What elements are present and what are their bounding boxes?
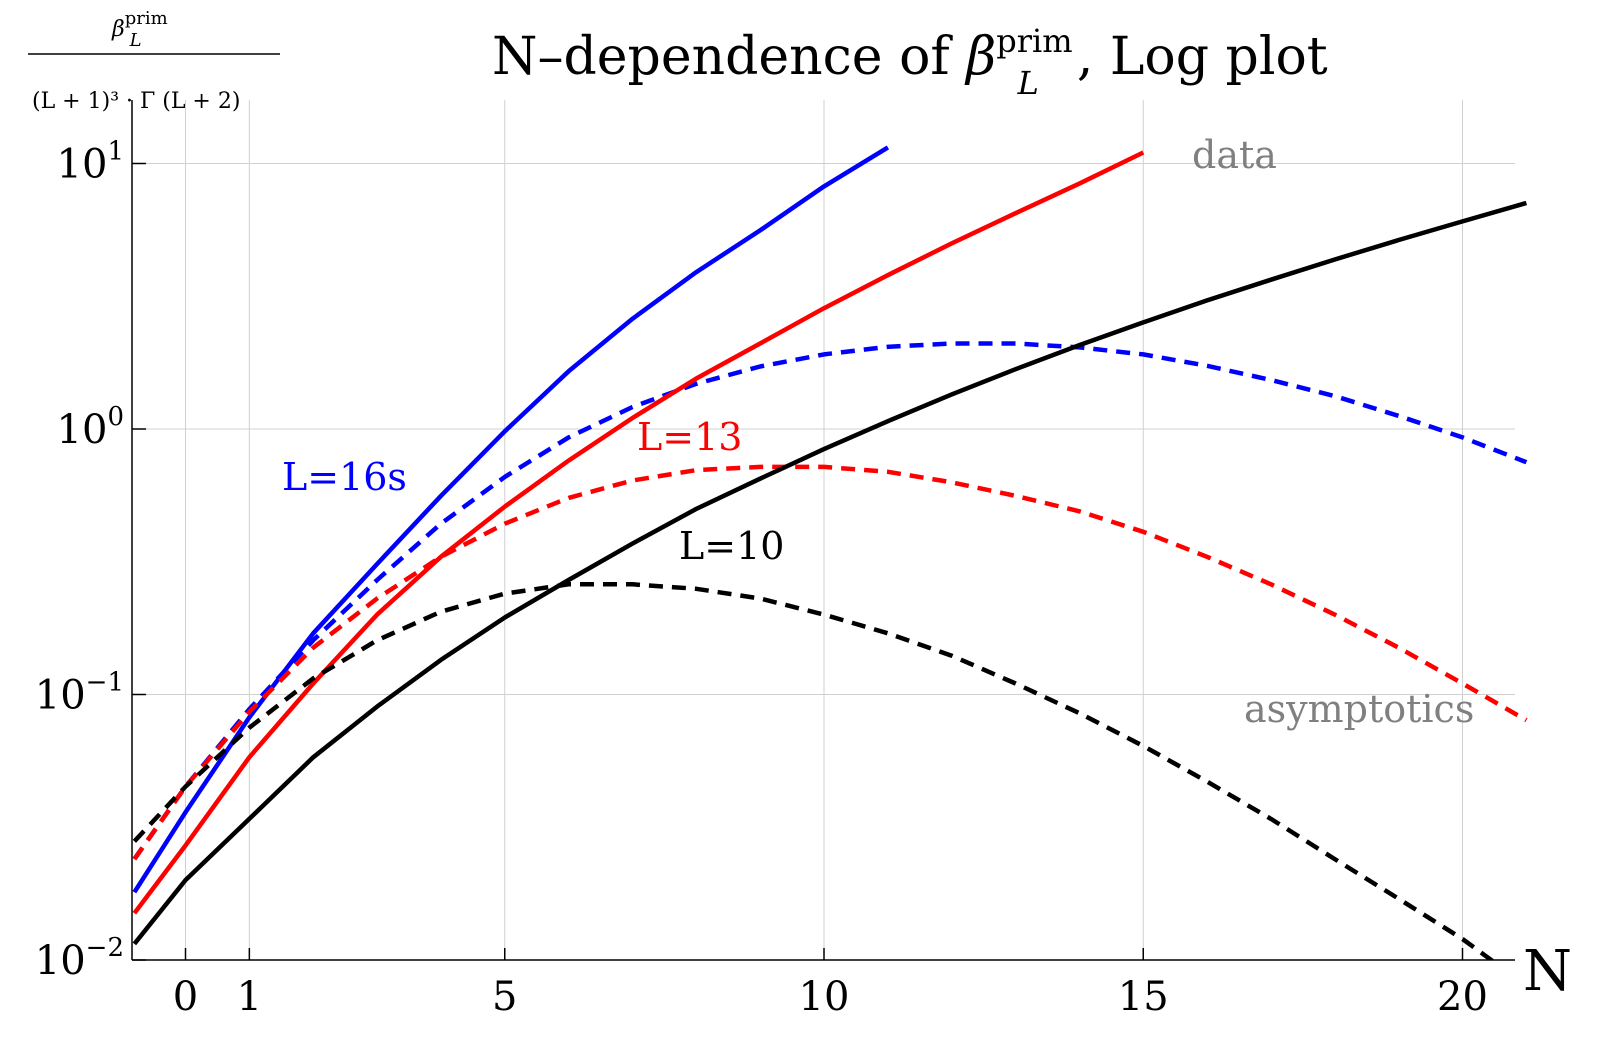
chart-title-main: N–dependence of [492,27,966,87]
chart-title-sup: prim [996,22,1072,60]
series-l16s-asymptotics [132,341,1528,861]
series-l16s-data [132,145,890,894]
annotation-asymptotics: asymptotics [1244,687,1474,731]
y-tick-label-exp: −2 [86,933,124,963]
y-tick-label-base: 10 [35,673,86,719]
y-tick-label-base: 10 [57,142,108,188]
x-tick-label-20: 20 [1437,974,1488,1020]
x-tick-label-10: 10 [799,974,850,1020]
y-tick-label-exp: 0 [107,402,124,432]
grid [132,100,1515,961]
annotation-l16: L=16s [282,455,407,499]
y-tick-label-base: 10 [57,407,108,453]
y-axis-label-denominator: (L + 1)³ · Γ (L + 2) [32,89,240,114]
annotation-l10: L=10 [679,524,784,568]
annotation-l13: L=13 [637,415,742,459]
annotation-data: data [1192,133,1277,177]
y-tick-label-0: 100 [57,402,124,453]
y-tick-label-1: 101 [57,137,124,188]
x-axis-label: N [1523,939,1572,1004]
chart-title-tail: , Log plot [1077,27,1328,87]
y-axis-label-beta: β [111,17,125,42]
series-group [132,145,1528,960]
y-axis-label-sub: L [129,30,142,51]
x-tick-label-1: 1 [237,974,262,1020]
y-tick-label--1: 10−1 [35,668,124,719]
y-tick-label-exp: −1 [86,668,124,698]
series-l13-data [132,150,1145,915]
chart-title-sub: L [1017,64,1039,102]
y-axis-label-numerator: βprim L [111,8,168,51]
series-l13-asymptotics [132,464,1528,861]
y-tick-label-exp: 1 [107,137,124,167]
y-axis-label: βprim L (L + 1)³ · Γ (L + 2) [28,8,280,114]
series-l10-asymptotics [132,582,1496,960]
x-tick-label-0: 0 [173,974,198,1020]
chart-title-beta: β [964,27,996,87]
x-tick-label-5: 5 [492,974,517,1020]
y-tick-label-base: 10 [35,938,86,984]
y-axis-label-sup: prim [125,8,168,29]
chart-title: N–dependence of βprim L , Log plot [492,22,1328,102]
x-ticks: 0 1 5 10 15 20 [173,948,1488,1020]
y-tick-label--2: 10−2 [35,933,124,984]
x-tick-label-15: 15 [1118,974,1169,1020]
series-l10-data [132,200,1528,946]
